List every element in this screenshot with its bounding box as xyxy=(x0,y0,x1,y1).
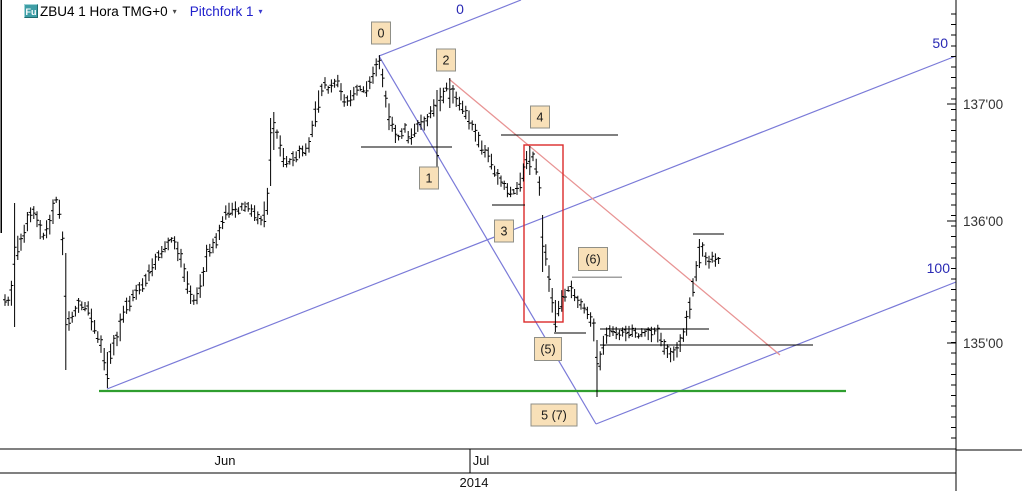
price-label-135'00: 135'00 xyxy=(963,336,1003,351)
wave-label-text: (6) xyxy=(585,253,600,267)
pitchfork-median-50-line[interactable] xyxy=(106,55,957,390)
wave-label-text: 4 xyxy=(537,111,544,125)
wave-label-box xyxy=(530,403,578,427)
wave-label-box xyxy=(436,48,456,72)
pitchfork-level-100-line[interactable] xyxy=(595,281,957,425)
ohlc-price-bars xyxy=(3,55,721,397)
wave-label-box xyxy=(494,219,514,243)
chart-header: Fu ZBU4 1 Hora TMG+0 ▾ Pitchfork 1 ▾ xyxy=(24,3,262,19)
wave-label-box xyxy=(371,21,391,45)
year-label: 2014 xyxy=(460,475,489,490)
wave-label-6[interactable]: (6) xyxy=(578,247,608,271)
wave-label-57[interactable]: 5 (7) xyxy=(530,403,578,427)
pitchfork-level-label-50: 50 xyxy=(932,35,948,51)
futures-icon: Fu xyxy=(24,4,38,18)
wave-label-text: 2 xyxy=(443,54,450,68)
wave-label-text: (5) xyxy=(540,343,555,357)
pitchfork-handle-line[interactable] xyxy=(378,55,597,425)
symbol-dropdown-arrow[interactable]: ▾ xyxy=(172,6,177,16)
wave-label-2[interactable]: 2 xyxy=(436,48,456,72)
wave-label-box xyxy=(419,166,439,190)
wave-label-1[interactable]: 1 xyxy=(419,166,439,190)
wave-label-text: 0 xyxy=(378,27,385,41)
pitchfork-selector[interactable]: Pitchfork 1 xyxy=(189,3,254,19)
wave-label-box xyxy=(578,247,608,271)
red-trendline[interactable] xyxy=(448,78,781,356)
wave-label-4[interactable]: 4 xyxy=(530,105,550,129)
pitchfork-level-label-0: 0 xyxy=(456,1,464,17)
month-label-Jul: Jul xyxy=(473,453,490,468)
wave-label-text: 3 xyxy=(501,225,508,239)
pitchfork-dropdown-arrow[interactable]: ▾ xyxy=(258,6,263,16)
red-highlight-box[interactable] xyxy=(523,144,564,323)
pitchfork-level-0-line[interactable] xyxy=(378,0,522,57)
price-axis-ticks xyxy=(947,13,956,439)
wave-label-text: 5 (7) xyxy=(541,409,567,423)
month-label-Jun: Jun xyxy=(215,453,236,468)
price-label-137'00: 137'00 xyxy=(963,97,1003,112)
symbol-title[interactable]: ZBU4 1 Hora TMG+0 xyxy=(40,3,168,19)
wave-label-box xyxy=(530,105,550,129)
wave-label-3[interactable]: 3 xyxy=(494,219,514,243)
price-label-136'00: 136'00 xyxy=(963,214,1003,229)
wave-label-text: 1 xyxy=(426,172,433,186)
wave-label-5[interactable]: (5) xyxy=(534,337,562,361)
wave-label-0[interactable]: 0 xyxy=(371,21,391,45)
wave-label-box xyxy=(534,337,562,361)
pitchfork-level-label-100: 100 xyxy=(927,260,951,276)
